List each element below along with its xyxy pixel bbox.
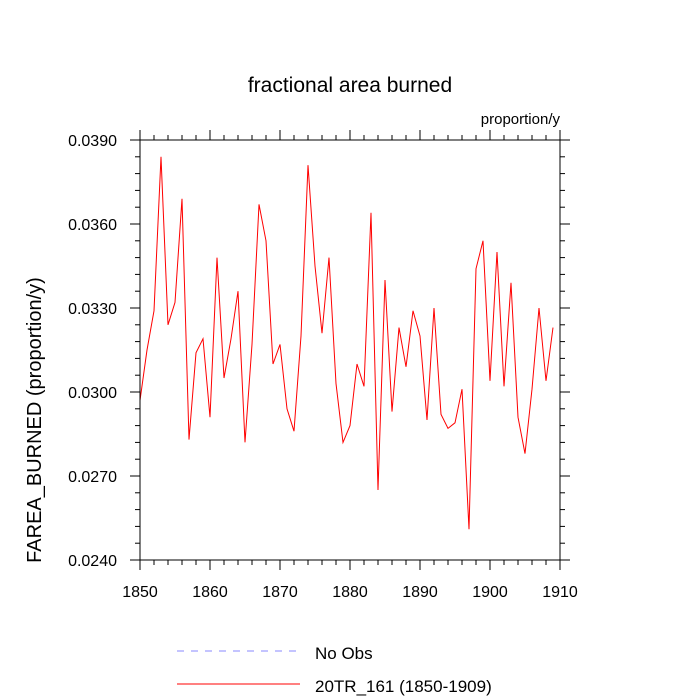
units-label: proportion/y bbox=[481, 111, 561, 128]
x-tick-label: 1890 bbox=[402, 584, 438, 601]
legend-label-no-obs: No Obs bbox=[315, 644, 373, 663]
x-tick-label: 1880 bbox=[332, 584, 368, 601]
legend: No Obs 20TR_161 (1850-1909) bbox=[177, 644, 492, 696]
x-tick-label: 1850 bbox=[122, 584, 158, 601]
x-tick-label: 1860 bbox=[192, 584, 228, 601]
legend-label-series: 20TR_161 (1850-1909) bbox=[315, 677, 492, 696]
y-tick-label: 0.0270 bbox=[68, 469, 117, 486]
chart-title: fractional area burned bbox=[248, 74, 452, 97]
y-tick-label: 0.0240 bbox=[68, 553, 117, 570]
y-tick-label: 0.0330 bbox=[68, 301, 117, 318]
series-lines bbox=[139, 156, 554, 530]
y-axis-label: FAREA_BURNED (proportion/y) bbox=[24, 277, 46, 563]
y-tick-label: 0.0360 bbox=[68, 217, 117, 234]
x-tick-label: 1900 bbox=[472, 584, 508, 601]
x-tick-label: 1870 bbox=[262, 584, 298, 601]
y-tick-label: 0.0390 bbox=[68, 133, 117, 150]
series-line-0 bbox=[139, 156, 554, 530]
plot-frame bbox=[139, 139, 561, 561]
y-tick-label: 0.0300 bbox=[68, 385, 117, 402]
axis-ticks: 1850 1860 1870 1880 1890 1900 1910 0.0240 0.0270… bbox=[68, 130, 578, 601]
x-tick-label: 1910 bbox=[542, 584, 578, 601]
